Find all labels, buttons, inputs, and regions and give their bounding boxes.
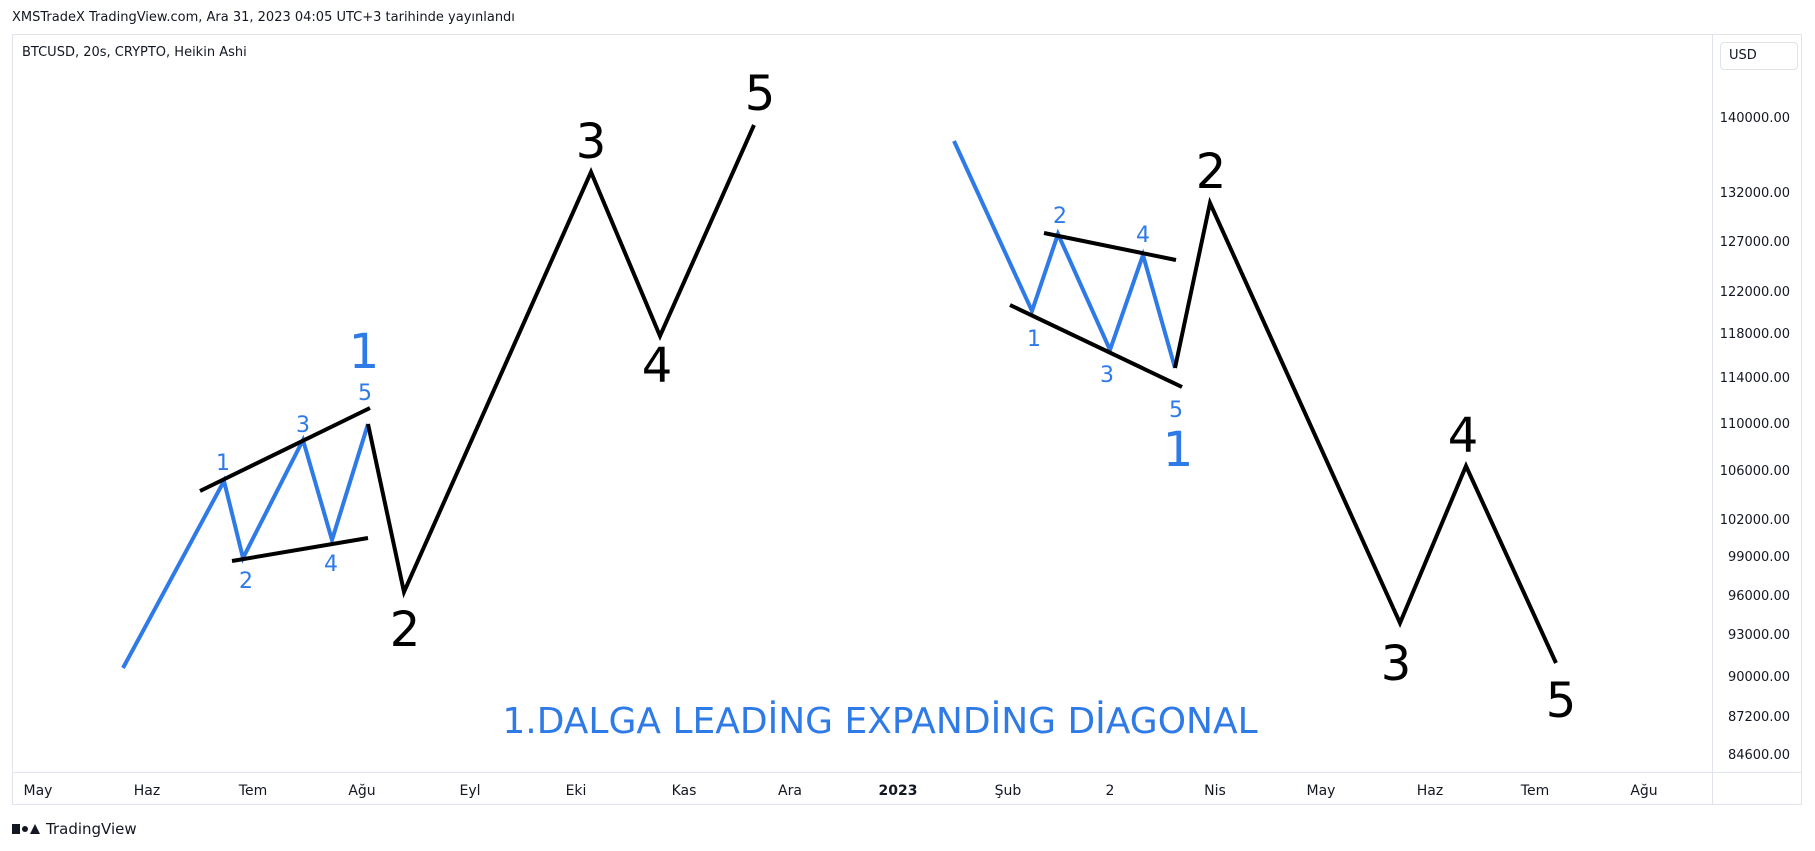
time-axis[interactable]: May Haz Tem Ağu Eyl Eki Kas Ara 2023 Şub 2 Nis May Ha… [24, 783, 1658, 799]
wave-label-blue-5: 5 [358, 381, 372, 406]
wave-label-blue-1: 1 [1027, 327, 1041, 352]
price-tick-label: 132000.00 [1720, 186, 1790, 201]
wave-label-blue-1: 1 [216, 451, 230, 476]
wave-blue-diagonal-right [952, 140, 1177, 369]
time-tick-label: Eki [566, 783, 587, 799]
wave-lines [121, 124, 1558, 669]
wave-label-black-5: 5 [745, 66, 776, 122]
price-tick-label: 90000.00 [1728, 670, 1790, 685]
wave-label-blue-1: 1 [349, 324, 380, 380]
wave-label-black-2: 2 [1196, 144, 1227, 200]
time-tick-label: Eyl [459, 783, 480, 799]
chart-frame[interactable] [12, 34, 1802, 805]
wave-label-blue-4: 4 [1136, 223, 1150, 248]
price-tick-label: 106000.00 [1720, 464, 1790, 479]
price-tick-label: 99000.00 [1728, 550, 1790, 565]
tradingview-footer[interactable]: TradingView [12, 820, 137, 838]
time-tick-label: Şub [995, 783, 1022, 799]
time-tick-label: May [24, 783, 53, 799]
time-tick-label: May [1307, 783, 1336, 799]
wave-blue-diagonal-left [121, 423, 370, 669]
wave-black-impulse [366, 124, 756, 599]
time-tick-label: Nis [1204, 783, 1226, 799]
wave-label-black-4: 4 [1448, 408, 1479, 464]
time-tick-label: 2 [1106, 783, 1115, 799]
price-tick-label: 87200.00 [1728, 710, 1790, 725]
chart-title: 1.DALGA LEADİNG EXPANDİNG DİAGONAL [502, 700, 1257, 742]
time-tick-label: Haz [1417, 783, 1443, 799]
price-tick-label: 122000.00 [1720, 285, 1790, 300]
tradingview-logo-icon [12, 824, 40, 834]
wave-label-black-3: 3 [1381, 636, 1412, 692]
price-tick-label: 127000.00 [1720, 235, 1790, 250]
wave-label-black-3: 3 [576, 114, 607, 170]
time-tick-label: Kas [672, 783, 697, 799]
time-tick-label: Tem [238, 783, 267, 799]
currency-selector[interactable]: USD [1720, 42, 1798, 70]
trendline-upper-right [1043, 231, 1177, 262]
wave-label-black-5: 5 [1546, 673, 1577, 729]
time-tick-label: Haz [134, 783, 160, 799]
price-axis-separator [1712, 34, 1713, 805]
wave-label-black-4: 4 [642, 338, 673, 394]
trendline-lower-left [231, 536, 369, 563]
time-tick-label: 2023 [879, 783, 918, 799]
price-tick-label: 102000.00 [1720, 513, 1790, 528]
time-tick-label: Ağu [1630, 783, 1657, 799]
price-tick-label: 114000.00 [1720, 371, 1790, 386]
trendline-lower-right [1009, 303, 1183, 389]
publish-info: XMSTradeX TradingView.com, Ara 31, 2023 … [12, 10, 515, 25]
wave-label-blue-4: 4 [324, 552, 338, 577]
wave-label-blue-3: 3 [296, 413, 310, 438]
time-tick-label: Ara [778, 783, 802, 799]
price-tick-label: 96000.00 [1728, 589, 1790, 604]
price-axis[interactable]: 140000.00 132000.00 127000.00 122000.00 1180… [1720, 111, 1790, 763]
price-tick-label: 93000.00 [1728, 628, 1790, 643]
time-axis-separator [12, 772, 1802, 773]
price-tick-label: 110000.00 [1720, 417, 1790, 432]
wave-label-blue-2: 2 [1053, 204, 1067, 229]
symbol-legend[interactable]: BTCUSD, 20s, CRYPTO, Heikin Ashi [22, 45, 247, 60]
price-tick-label: 140000.00 [1720, 111, 1790, 126]
price-tick-label: 84600.00 [1728, 748, 1790, 763]
wave-black-decline [1173, 196, 1558, 664]
wave-label-blue-1: 1 [1163, 422, 1194, 478]
wave-label-blue-2: 2 [239, 569, 253, 594]
price-tick-label: 118000.00 [1720, 327, 1790, 342]
time-tick-label: Ağu [348, 783, 375, 799]
wave-label-blue-5: 5 [1169, 398, 1183, 423]
time-tick-label: Tem [1520, 783, 1549, 799]
tradingview-brand: TradingView [46, 820, 137, 838]
trendline-upper-left [199, 406, 371, 493]
wave-label-blue-3: 3 [1100, 363, 1114, 388]
wave-label-black-2: 2 [390, 602, 421, 658]
